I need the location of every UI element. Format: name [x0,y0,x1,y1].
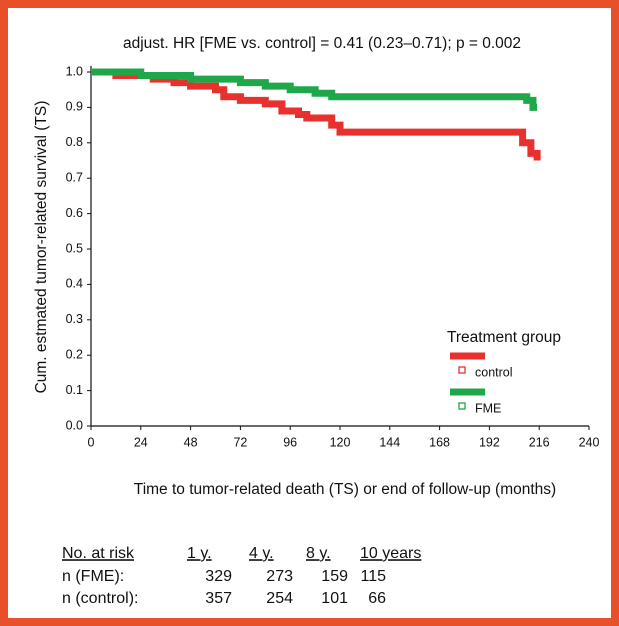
y-tick-label: 0.4 [66,277,83,291]
x-tick-label: 168 [429,435,450,449]
risk-table-value: 329 [205,568,232,585]
x-axis-label: Time to tumor-related death (TS) or end … [134,481,556,498]
y-axis-label: Cum. estmated tumor-related survival (TS… [33,101,50,394]
x-tick-label: 144 [379,435,400,449]
risk-table-header: 4 y. [249,545,274,562]
risk-table-header: 8 y. [306,545,331,562]
y-tick-label: 0.8 [66,135,83,149]
x-tick-label: 240 [579,435,600,449]
y-tick-label: 0.1 [66,383,83,397]
legend-marker [458,366,466,374]
y-tick-label: 0.2 [66,347,83,361]
risk-table-row-label: n (control): [62,590,138,607]
risk-table-value: 101 [321,590,348,607]
survival-curve [91,68,541,161]
legend-marker [458,402,466,410]
risk-table-header: No. at risk [62,545,135,562]
risk-table-row-label: n (FME): [62,568,124,585]
legend-label: control [475,365,513,379]
risk-table-value: 66 [368,590,386,607]
x-tick-label: 24 [134,435,148,449]
survival-curve [91,68,538,111]
y-tick-label: 0.7 [66,170,83,184]
x-tick-label: 96 [283,435,297,449]
risk-table-value: 115 [360,568,386,585]
x-tick-label: 216 [529,435,550,449]
risk-table-value: 254 [266,590,293,607]
x-tick-label: 192 [479,435,500,449]
legend-title: Treatment group [447,329,561,346]
y-tick-label: 0.3 [66,312,83,326]
y-tick-label: 1.0 [66,64,83,78]
x-tick-label: 120 [330,435,351,449]
y-tick-label: 0.0 [66,418,83,432]
y-tick-label: 0.6 [66,206,83,220]
risk-table-header: 1 y. [187,545,212,562]
legend-label: FME [475,401,501,415]
y-tick-label: 0.9 [66,100,83,114]
x-tick-label: 0 [88,435,95,449]
risk-table-header: 10 years [360,545,421,562]
y-tick-label: 0.5 [66,241,83,255]
risk-table-value: 159 [321,568,348,585]
risk-table-value: 273 [266,568,293,585]
chart-title: adjust. HR [FME vs. control] = 0.41 (0.2… [123,35,521,52]
x-tick-label: 48 [184,435,198,449]
risk-table-value: 357 [205,590,232,607]
x-tick-label: 72 [233,435,247,449]
